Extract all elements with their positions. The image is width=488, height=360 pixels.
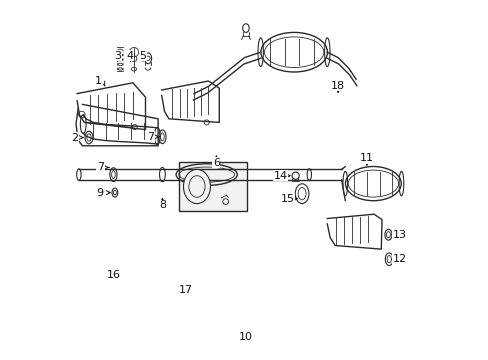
Text: 9: 9: [96, 188, 103, 198]
Text: 18: 18: [330, 81, 345, 91]
Text: 7: 7: [97, 162, 104, 172]
Text: 16: 16: [107, 270, 121, 280]
Text: 5: 5: [139, 51, 146, 61]
Text: 15: 15: [280, 194, 294, 204]
Text: 13: 13: [392, 230, 406, 240]
Text: 10: 10: [239, 332, 252, 342]
Text: 12: 12: [392, 254, 406, 264]
Text: 14: 14: [273, 171, 287, 181]
Text: 1: 1: [95, 76, 102, 86]
Ellipse shape: [183, 170, 210, 204]
Bar: [179, 162, 247, 211]
Text: 7: 7: [147, 132, 154, 142]
Text: 6: 6: [212, 158, 220, 168]
Text: 3: 3: [114, 51, 121, 61]
Text: 2: 2: [71, 132, 78, 143]
Ellipse shape: [188, 176, 204, 197]
Circle shape: [223, 199, 228, 204]
Text: 4: 4: [126, 51, 134, 61]
Text: 11: 11: [359, 153, 373, 163]
Text: 17: 17: [178, 285, 192, 295]
Text: 8: 8: [159, 200, 165, 210]
